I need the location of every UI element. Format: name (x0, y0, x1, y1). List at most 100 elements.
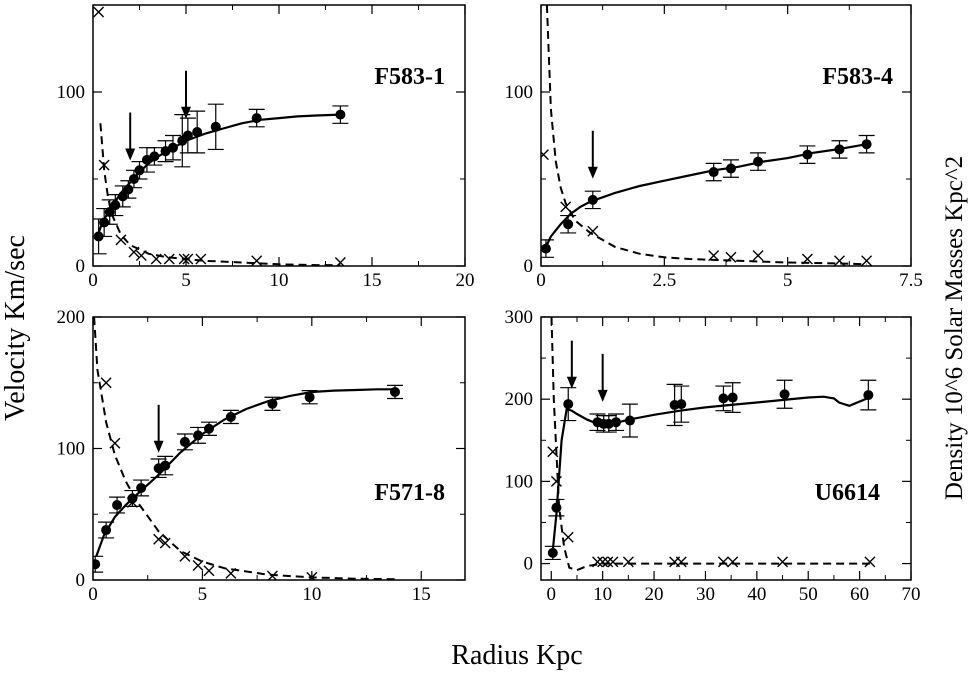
velocity-point (160, 460, 171, 471)
density-point (115, 234, 127, 246)
y-tick-label: 200 (505, 389, 534, 410)
x-tick-label: 15 (412, 584, 431, 605)
x-tick-label: 30 (696, 584, 715, 605)
density-point (182, 253, 194, 265)
panel-f571-8: 0 5 10 15 0 100 200 F571-8 (57, 307, 466, 605)
density-point (93, 6, 105, 18)
density-point (178, 253, 190, 265)
density-point (203, 565, 215, 577)
velocity-point (863, 390, 874, 401)
panel-name-f583-1: F583-1 (374, 64, 445, 90)
x-tick-label: 10 (593, 584, 612, 605)
velocity-point (210, 121, 221, 132)
density-point (550, 475, 562, 487)
x-tick-label: 10 (270, 270, 289, 291)
density-point (225, 567, 237, 579)
x-tick-label: 60 (850, 584, 869, 605)
velocity-point (123, 184, 134, 195)
density-point (607, 556, 619, 568)
arrow-head (181, 106, 191, 119)
velocity-point (267, 398, 278, 409)
velocity-point (193, 430, 204, 441)
density-fit-line (99, 123, 341, 266)
velocity-point (110, 200, 121, 211)
velocity-point (725, 163, 736, 174)
density-point (801, 253, 813, 265)
velocity-point (587, 194, 598, 205)
plot-frame (540, 316, 912, 581)
density-point (128, 246, 140, 258)
velocity-fit-line (542, 143, 867, 253)
density-point (592, 556, 604, 568)
velocity-point (134, 165, 145, 176)
x-tick-label: 0 (547, 584, 557, 605)
panel-name-f583-4: F583-4 (822, 64, 893, 90)
velocity-point (335, 109, 346, 120)
x-tick-label: 7.5 (899, 270, 923, 291)
x-tick-label: 5 (198, 584, 208, 605)
velocity-fit-line (95, 388, 398, 557)
velocity-point (225, 411, 236, 422)
velocity-point (718, 393, 729, 404)
velocity-point (727, 392, 738, 403)
panel-name-u6614: U6614 (815, 480, 880, 506)
x-tick-label: 15 (363, 270, 382, 291)
density-fit-line (550, 317, 870, 572)
x-tick-label: 0 (88, 270, 98, 291)
velocity-point (551, 502, 562, 513)
density-point (135, 250, 147, 262)
density-point (864, 556, 876, 568)
arrow-head (566, 376, 577, 389)
density-point (717, 556, 729, 568)
plot-area (93, 317, 403, 580)
velocity-point (389, 386, 400, 397)
velocity-point (117, 191, 128, 202)
velocity-point (676, 399, 687, 410)
density-point (195, 253, 207, 265)
density-point (597, 556, 609, 568)
velocity-point (182, 130, 193, 141)
density-point (777, 556, 789, 568)
density-point (861, 255, 873, 266)
density-point (153, 533, 165, 545)
density-point (334, 257, 346, 266)
panel-f583-1: 0 5 10 15 20 0 100 F583-1 (57, 4, 475, 291)
y-tick-label: 200 (57, 307, 86, 328)
velocity-point (136, 482, 147, 493)
density-point (547, 446, 559, 458)
density-fit-line (545, 5, 867, 266)
arrow-head (597, 389, 608, 402)
density-point (159, 537, 171, 549)
x-tick-label: 5 (181, 270, 191, 291)
x-tick-label: 20 (456, 270, 475, 291)
velocity-point (611, 417, 622, 428)
velocity-point (203, 423, 214, 434)
density-point (109, 437, 121, 449)
velocity-point (861, 139, 872, 150)
arrow-head (587, 166, 598, 179)
velocity-point (251, 113, 262, 124)
panel-f583-4: 0 2.5 5 7.5 0 100 F583-4 (505, 4, 923, 291)
y-tick-label: 100 (57, 82, 86, 103)
density-point (675, 556, 687, 568)
y-tick-label: 100 (505, 82, 534, 103)
x-axis-title: Radius Kpc (451, 640, 582, 671)
velocity-point (141, 154, 152, 165)
velocity-point (563, 219, 574, 230)
density-point (602, 556, 614, 568)
density-point (725, 251, 737, 263)
velocity-point (563, 399, 574, 410)
density-fit-line (93, 317, 400, 580)
velocity-point (99, 217, 110, 228)
panel-u6614: 0 10 20 30 40 50 60 70 0 100 200 300 U6614 (505, 307, 921, 605)
density-point (562, 531, 574, 543)
density-point (100, 377, 112, 389)
density-point (727, 556, 739, 568)
plot-area (544, 317, 877, 572)
velocity-point (708, 167, 719, 178)
x-tick-label: 5 (783, 270, 793, 291)
velocity-point (101, 525, 112, 536)
density-point (833, 255, 845, 266)
velocity-point (834, 144, 845, 155)
